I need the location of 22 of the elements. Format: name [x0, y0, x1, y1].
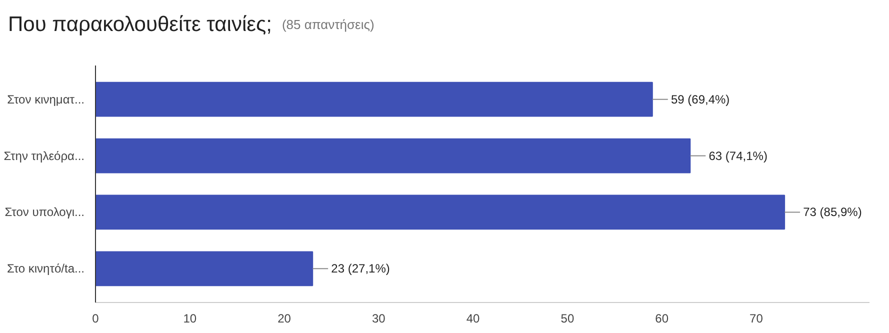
data-label: 59 (69,4%) [670, 92, 730, 106]
x-tick-label: 60 [655, 312, 669, 326]
y-tick-label: Στην τηλεόρα... [4, 148, 84, 163]
x-tick-label: 10 [183, 312, 197, 326]
x-tick-label: 0 [92, 312, 100, 326]
bar [96, 251, 314, 286]
bar [96, 82, 653, 117]
x-tick-label: 50 [560, 312, 574, 326]
data-label: 73 (85,9%) [803, 205, 862, 220]
chart-title: Που παρακολουθείτε ταινίες; [8, 12, 272, 38]
data-label: 23 (27,1%) [331, 262, 390, 276]
y-tick-label: Στον κινηματ... [7, 92, 85, 106]
x-tick-label: 30 [372, 312, 386, 326]
x-tick-label: 40 [466, 312, 480, 326]
bar [96, 138, 691, 174]
x-tick-label: 20 [278, 312, 292, 326]
y-tick-label: Στο κινητό/ta... [6, 262, 85, 276]
chart-subtitle: (85 απαντήσεις) [282, 16, 374, 34]
x-tick-label: 70 [750, 312, 764, 326]
bar [96, 194, 786, 230]
data-label: 63 (74,1%) [708, 148, 768, 163]
y-tick-label: Στον υπολογι... [4, 205, 85, 220]
